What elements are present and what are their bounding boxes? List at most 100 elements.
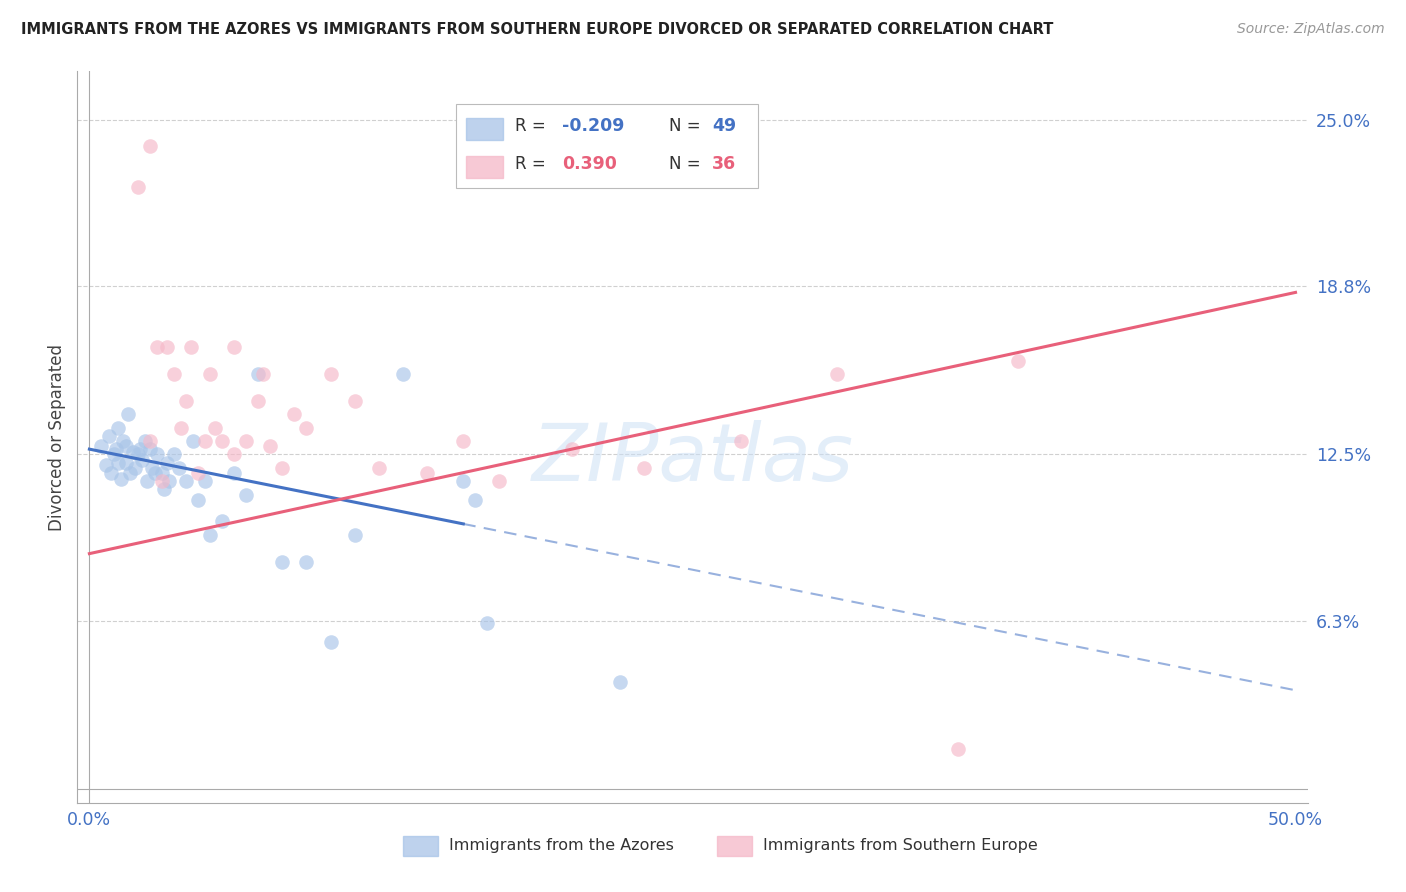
Point <box>97 428 120 442</box>
Point <box>477 616 499 631</box>
Point <box>252 367 274 381</box>
Point <box>104 442 127 457</box>
Point <box>124 461 146 475</box>
Point <box>138 139 160 153</box>
Point <box>224 467 246 481</box>
Point <box>167 461 190 475</box>
Point <box>946 742 969 756</box>
Point <box>134 434 156 449</box>
Point <box>211 515 233 529</box>
Point <box>170 420 193 434</box>
Text: 0.390: 0.390 <box>562 155 617 173</box>
Point <box>187 493 209 508</box>
Point <box>453 434 475 449</box>
Point <box>392 367 415 381</box>
FancyBboxPatch shape <box>467 118 503 140</box>
Point <box>198 367 221 381</box>
Point <box>198 528 221 542</box>
Point <box>163 367 186 381</box>
Point <box>155 456 177 470</box>
Point <box>367 461 389 475</box>
Point <box>488 475 510 489</box>
Point <box>96 458 118 473</box>
Text: N =: N = <box>669 155 706 173</box>
Point <box>319 635 342 649</box>
Point <box>561 442 583 457</box>
Point <box>283 407 305 421</box>
Point <box>114 440 136 454</box>
Point <box>110 472 132 486</box>
Point <box>120 467 142 481</box>
Point <box>141 461 163 475</box>
FancyBboxPatch shape <box>717 836 752 856</box>
Point <box>153 483 176 497</box>
Point <box>247 367 270 381</box>
Point <box>235 434 257 449</box>
Point <box>295 555 318 569</box>
Point <box>136 475 159 489</box>
Text: Source: ZipAtlas.com: Source: ZipAtlas.com <box>1237 22 1385 37</box>
Point <box>174 475 197 489</box>
Point <box>138 434 160 449</box>
Point <box>155 340 177 354</box>
Point <box>194 475 217 489</box>
Point <box>90 440 112 454</box>
Text: ZIPatlas: ZIPatlas <box>531 420 853 498</box>
Point <box>100 467 122 481</box>
Point <box>1007 353 1029 368</box>
Y-axis label: Divorced or Separated: Divorced or Separated <box>48 343 66 531</box>
FancyBboxPatch shape <box>457 104 758 188</box>
Point <box>247 393 270 408</box>
Point <box>343 393 366 408</box>
Text: -0.209: -0.209 <box>562 117 624 136</box>
Point <box>295 420 318 434</box>
Point <box>633 461 655 475</box>
FancyBboxPatch shape <box>467 156 503 178</box>
Point <box>163 448 186 462</box>
Point <box>114 456 136 470</box>
Point <box>112 434 135 449</box>
Point <box>825 367 848 381</box>
Point <box>146 448 169 462</box>
Point <box>121 445 143 459</box>
Point <box>150 467 173 481</box>
Point <box>235 488 257 502</box>
FancyBboxPatch shape <box>404 836 437 856</box>
Text: N =: N = <box>669 117 706 136</box>
Point <box>103 448 125 462</box>
Point <box>453 475 475 489</box>
Point <box>343 528 366 542</box>
Point <box>117 407 139 421</box>
Point <box>730 434 752 449</box>
Point <box>224 448 246 462</box>
Point <box>157 475 180 489</box>
Text: Immigrants from the Azores: Immigrants from the Azores <box>449 838 673 854</box>
Point <box>416 467 439 481</box>
Point <box>174 393 197 408</box>
Point <box>146 340 169 354</box>
Point <box>609 675 631 690</box>
Text: IMMIGRANTS FROM THE AZORES VS IMMIGRANTS FROM SOUTHERN EUROPE DIVORCED OR SEPARA: IMMIGRANTS FROM THE AZORES VS IMMIGRANTS… <box>21 22 1053 37</box>
Point <box>204 420 226 434</box>
Point <box>180 340 202 354</box>
Text: R =: R = <box>516 155 551 173</box>
Point <box>464 493 486 508</box>
Point <box>150 475 173 489</box>
Point <box>143 467 166 481</box>
Point <box>319 367 342 381</box>
Point <box>138 442 160 457</box>
Point <box>129 442 152 457</box>
Point <box>259 440 281 454</box>
Text: 49: 49 <box>713 117 737 136</box>
Point <box>271 461 294 475</box>
Text: Immigrants from Southern Europe: Immigrants from Southern Europe <box>762 838 1038 854</box>
Point <box>107 420 129 434</box>
Point <box>131 453 153 467</box>
Text: 36: 36 <box>713 155 737 173</box>
Point <box>211 434 233 449</box>
Point <box>224 340 246 354</box>
Point <box>107 456 129 470</box>
Point <box>181 434 204 449</box>
Point <box>271 555 294 569</box>
Point <box>187 467 209 481</box>
